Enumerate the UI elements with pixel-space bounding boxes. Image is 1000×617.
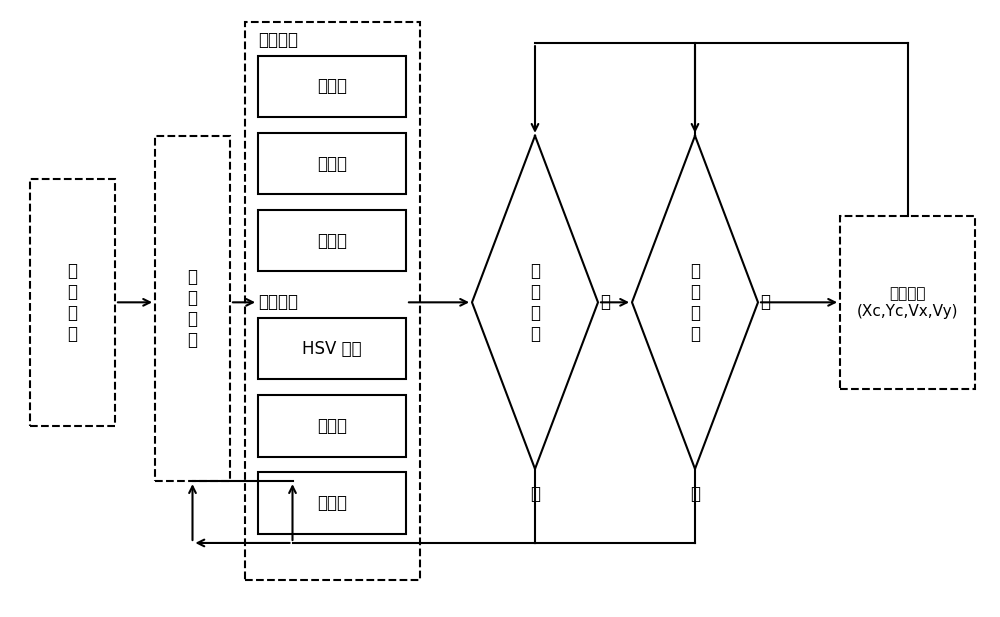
Text: 是: 是	[600, 293, 610, 312]
Text: 输
入
视
频: 输 入 视 频	[68, 262, 78, 342]
FancyBboxPatch shape	[258, 472, 406, 534]
Text: 图
像
预
处: 图 像 预 处	[188, 268, 198, 349]
Text: 车
灯
判
断: 车 灯 判 断	[530, 262, 540, 342]
Text: 形态学: 形态学	[317, 154, 347, 173]
FancyBboxPatch shape	[155, 136, 230, 481]
Text: 是: 是	[760, 293, 770, 312]
Text: 阈值化: 阈值化	[317, 77, 347, 96]
FancyBboxPatch shape	[840, 216, 975, 389]
FancyBboxPatch shape	[258, 395, 406, 457]
Text: 跟踪队列
(Xc,Yc,Vx,Vy): 跟踪队列 (Xc,Yc,Vx,Vy)	[857, 286, 958, 318]
Text: HSV 空间: HSV 空间	[302, 339, 362, 358]
Text: 否: 否	[690, 484, 700, 503]
FancyBboxPatch shape	[245, 22, 420, 580]
FancyBboxPatch shape	[30, 179, 115, 426]
Text: 阈值化: 阈值化	[317, 416, 347, 435]
Text: 尾灯提取: 尾灯提取	[258, 293, 298, 312]
FancyBboxPatch shape	[258, 56, 406, 117]
FancyBboxPatch shape	[258, 133, 406, 194]
Text: 前灯提取: 前灯提取	[258, 31, 298, 49]
FancyBboxPatch shape	[258, 210, 406, 271]
Text: 连通性: 连通性	[317, 231, 347, 250]
FancyBboxPatch shape	[258, 318, 406, 379]
Text: 否: 否	[530, 484, 540, 503]
Text: 车
灯
匹
配: 车 灯 匹 配	[690, 262, 700, 342]
Text: 形态学: 形态学	[317, 494, 347, 512]
